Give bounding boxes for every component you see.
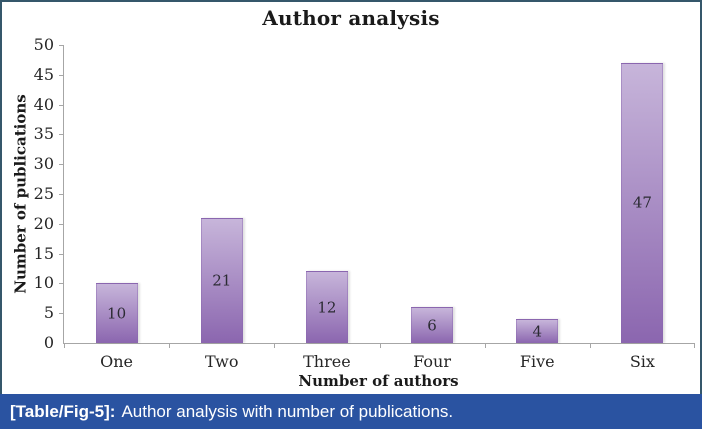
x-tick-mark	[169, 343, 171, 348]
y-tick-mark	[59, 134, 64, 136]
y-tick-mark	[59, 313, 64, 315]
y-tick-label: 45	[33, 64, 54, 84]
caption-text: Author analysis with number of publicati…	[121, 402, 454, 421]
y-tick-label: 40	[33, 94, 54, 114]
bar-three: 12	[305, 271, 348, 343]
y-tick-mark	[59, 223, 64, 225]
x-tick-mark	[589, 343, 591, 348]
bar-value-label: 6	[427, 316, 437, 335]
y-tick-mark	[59, 194, 64, 195]
y-tick-label: 5	[43, 303, 54, 323]
x-tick-mark	[694, 343, 695, 348]
y-tick-mark	[59, 104, 64, 106]
y-tick-mark	[59, 45, 64, 46]
x-tick-mark	[379, 343, 381, 348]
x-category-label: Four	[413, 352, 451, 371]
y-tick-label: 15	[33, 243, 54, 263]
x-tick-mark	[64, 343, 65, 348]
chart-title: Author analysis	[262, 6, 440, 30]
x-category-label: Six	[629, 352, 655, 371]
x-category-label: Five	[519, 352, 555, 371]
x-category-label: One	[100, 352, 134, 371]
bar-six: 47	[621, 62, 664, 343]
bar-five: 4	[516, 319, 559, 343]
x-tick-mark	[484, 343, 486, 348]
x-category-label: Two	[205, 352, 239, 371]
y-tick-label: 10	[33, 273, 54, 293]
y-tick-label: 30	[33, 154, 54, 174]
y-tick-label: 50	[33, 35, 54, 54]
bar-value-label: 4	[532, 322, 543, 341]
bar-two: 21	[200, 217, 243, 343]
bar-value-label: 12	[317, 298, 337, 317]
y-tick-mark	[59, 74, 64, 76]
y-tick-mark	[59, 164, 64, 166]
x-axis-title: Number of authors	[298, 372, 459, 390]
plot-area: 0 5 10 15 20 25 30 35 40 45 50 10 One 21 Two 12 Three 6 Fo…	[34, 36, 695, 371]
y-tick-mark	[59, 253, 64, 255]
x-tick-mark	[274, 343, 276, 348]
chart-panel: Author analysis Number of publications 0…	[0, 0, 702, 394]
y-tick-label: 20	[33, 213, 54, 233]
y-tick-mark	[59, 283, 64, 285]
bar-four: 6	[411, 307, 454, 343]
y-tick-label: 0	[43, 333, 54, 352]
bar-one: 10	[95, 283, 138, 343]
bar-value-label: 21	[212, 271, 232, 290]
x-category-label: Three	[303, 352, 351, 371]
y-tick-label: 25	[33, 184, 54, 203]
caption-bar: [Table/Fig-5]: Author analysis with numbe…	[0, 394, 702, 429]
caption-prefix: [Table/Fig-5]:	[10, 402, 116, 421]
bar-value-label: 47	[632, 194, 652, 213]
y-tick-label: 35	[33, 124, 54, 144]
bar-value-label: 10	[107, 304, 127, 323]
